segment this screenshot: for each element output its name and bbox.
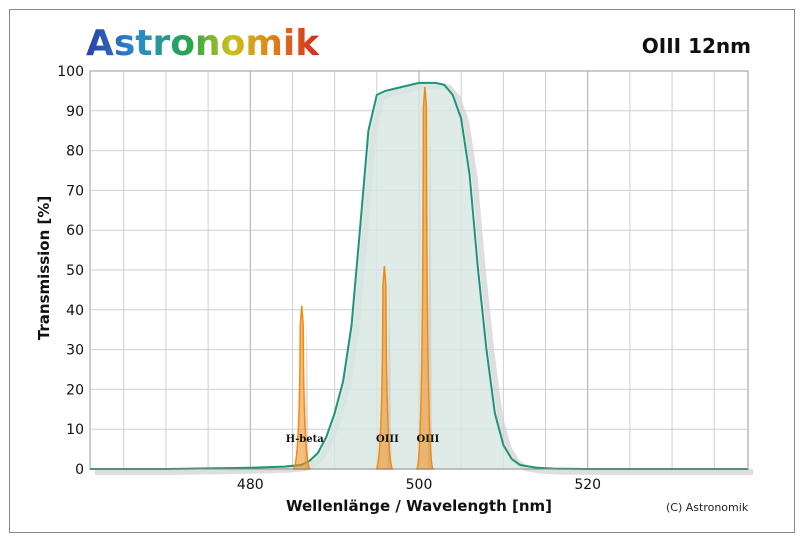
y-tick-label: 0 bbox=[75, 462, 84, 478]
emission-label: OIII bbox=[417, 434, 440, 445]
emission-label: H-beta bbox=[286, 434, 325, 445]
transmission-area bbox=[90, 81, 753, 475]
y-tick-label: 30 bbox=[66, 343, 84, 359]
y-tick-label: 10 bbox=[66, 422, 84, 438]
transmission-fill bbox=[90, 82, 748, 470]
axes: 0 10 20 30 40 50 60 70 80 90 100 480 500 520 bbox=[57, 64, 748, 493]
emission-peak: H-beta bbox=[286, 305, 325, 470]
x-tick-label: 500 bbox=[406, 477, 433, 493]
emission-line bbox=[292, 305, 312, 470]
x-tick-label: 480 bbox=[237, 477, 264, 493]
astronomik-logo: Astronomik bbox=[86, 23, 320, 64]
y-tick-label: 100 bbox=[57, 64, 84, 80]
y-tick-label: 50 bbox=[66, 263, 84, 279]
emission-line bbox=[375, 265, 394, 470]
y-tick-label: 20 bbox=[66, 382, 84, 398]
filter-title: OIII 12nm bbox=[641, 34, 751, 58]
emission-peak: OIII bbox=[415, 86, 440, 470]
x-axis-label: Wellenlänge / Wavelength [nm] bbox=[285, 497, 552, 515]
emission-line bbox=[415, 86, 435, 470]
emission-label: OIII bbox=[376, 434, 399, 445]
y-tick-label: 70 bbox=[66, 183, 84, 199]
y-tick-label: 90 bbox=[66, 104, 84, 120]
copyright-note: (C) Astronomik bbox=[666, 501, 749, 514]
y-axis-label: Transmission [%] bbox=[35, 195, 53, 341]
emission-lines: H-beta OIII OIII bbox=[286, 86, 440, 470]
y-tick-label: 80 bbox=[66, 144, 84, 160]
transmission-line bbox=[90, 81, 748, 470]
emission-peak: OIII bbox=[375, 265, 399, 470]
x-tick-label: 520 bbox=[574, 477, 601, 493]
y-tick-label: 40 bbox=[66, 303, 84, 319]
y-tick-label: 60 bbox=[66, 223, 84, 239]
